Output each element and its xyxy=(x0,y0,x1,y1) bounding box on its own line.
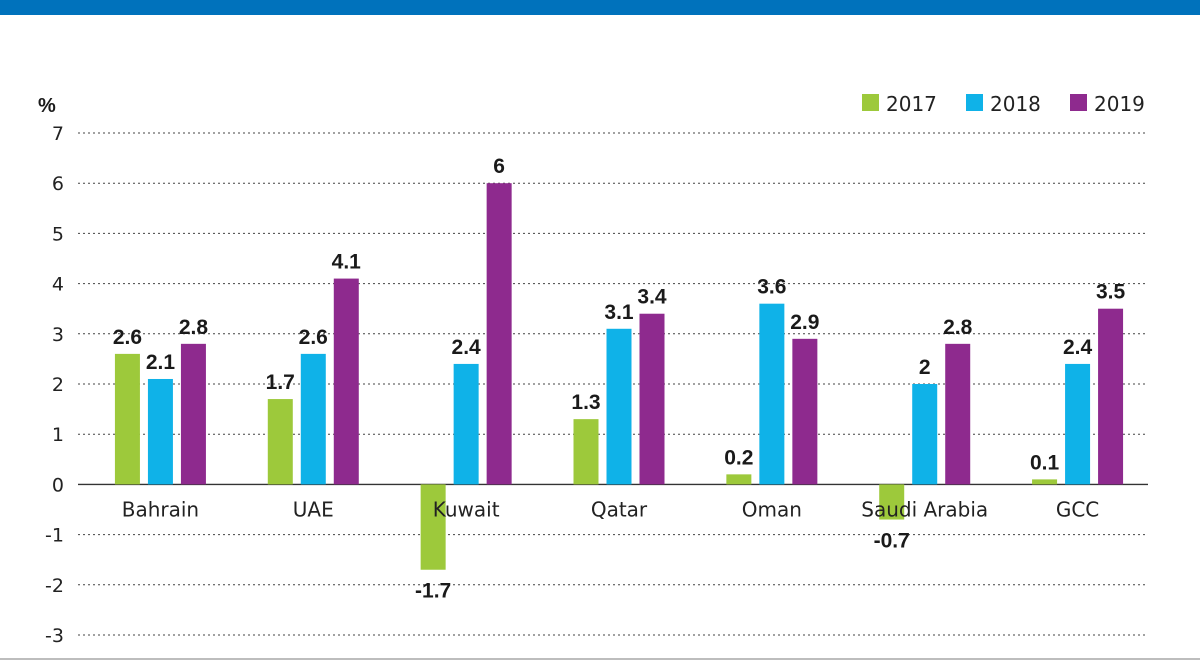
header-bar xyxy=(0,0,1200,15)
legend-label: 2017 xyxy=(886,92,937,116)
data-label: 2.6 xyxy=(299,326,328,349)
category-labels: Bahrain UAE Kuwait Qatar Oman Saudi Arabia GCC xyxy=(122,497,1100,521)
data-label: 2.8 xyxy=(179,316,209,339)
y-tick-label: 3 xyxy=(52,324,64,346)
y-tick-label: -2 xyxy=(45,575,64,597)
bar-2017 xyxy=(726,474,752,485)
data-label: 3.5 xyxy=(1096,281,1126,304)
legend-swatch xyxy=(966,94,983,111)
bar-2019 xyxy=(333,278,359,485)
category-label: UAE xyxy=(293,497,334,521)
data-label: 0.2 xyxy=(724,446,753,469)
data-label: 3.1 xyxy=(604,301,634,324)
bar-2017 xyxy=(267,399,293,485)
legend-swatch xyxy=(1070,94,1087,111)
bar-2018 xyxy=(453,363,479,485)
legend-swatch xyxy=(862,94,879,111)
data-label: 3.6 xyxy=(757,276,786,299)
y-tick-label: 1 xyxy=(52,424,64,446)
bar-2017 xyxy=(114,353,140,485)
y-tick-label: 2 xyxy=(52,374,64,396)
y-tick-label: 0 xyxy=(52,474,64,496)
data-label: -1.7 xyxy=(415,580,451,603)
data-label: 3.4 xyxy=(637,286,667,309)
bar-2019 xyxy=(792,338,818,485)
bar-2019 xyxy=(180,343,206,485)
bar-2019 xyxy=(1098,308,1124,485)
bar-2018 xyxy=(759,303,785,485)
y-tick-label: 7 xyxy=(52,123,64,145)
bar-2018 xyxy=(300,353,326,485)
data-label: 1.7 xyxy=(266,371,295,394)
data-label: 2.8 xyxy=(943,316,973,339)
data-labels: 2.62.12.81.72.64.1-1.72.461.33.13.40.23.… xyxy=(113,155,1126,603)
data-label: 2.1 xyxy=(146,351,176,374)
bar-2017 xyxy=(1032,479,1058,485)
data-label: 2.9 xyxy=(790,311,819,334)
bar-2017 xyxy=(420,484,446,570)
y-tick-label: 6 xyxy=(52,173,64,195)
category-label: GCC xyxy=(1056,497,1099,521)
bar-2018 xyxy=(1065,363,1091,485)
data-label: 4.1 xyxy=(332,251,362,274)
legend-label: 2019 xyxy=(1094,92,1145,116)
data-label: 2.4 xyxy=(1063,336,1093,359)
data-label: 1.3 xyxy=(571,391,600,414)
y-axis-unit: % xyxy=(38,95,56,117)
bar-2019 xyxy=(945,343,971,485)
category-label: Bahrain xyxy=(122,497,199,521)
bar-2018 xyxy=(912,384,938,485)
category-label: Saudi Arabia xyxy=(861,497,988,521)
legend: 2017 2018 2019 xyxy=(862,92,1145,116)
data-label: 6 xyxy=(493,155,505,178)
category-label: Qatar xyxy=(591,497,648,521)
y-tick-label: -1 xyxy=(45,525,64,547)
data-label: 0.1 xyxy=(1030,451,1060,474)
y-axis: -3 -2 -1 0 1 2 3 4 5 6 7 xyxy=(45,123,64,647)
data-label: 2.4 xyxy=(452,336,482,359)
y-tick-label: -3 xyxy=(45,625,64,647)
data-label: 2 xyxy=(919,356,931,379)
category-label: Oman xyxy=(742,497,802,521)
data-label: -0.7 xyxy=(874,530,910,553)
bar-2019 xyxy=(639,313,665,485)
bar-2018 xyxy=(606,328,632,485)
data-label: 2.6 xyxy=(113,326,142,349)
bar-2017 xyxy=(573,419,599,485)
bars xyxy=(114,183,1124,570)
bar-2018 xyxy=(147,378,173,485)
y-tick-label: 5 xyxy=(52,223,64,245)
category-label: Kuwait xyxy=(433,497,500,521)
bar-2017 xyxy=(879,484,905,520)
bar-2019 xyxy=(486,183,512,485)
y-tick-label: 4 xyxy=(52,274,64,296)
legend-label: 2018 xyxy=(990,92,1041,116)
